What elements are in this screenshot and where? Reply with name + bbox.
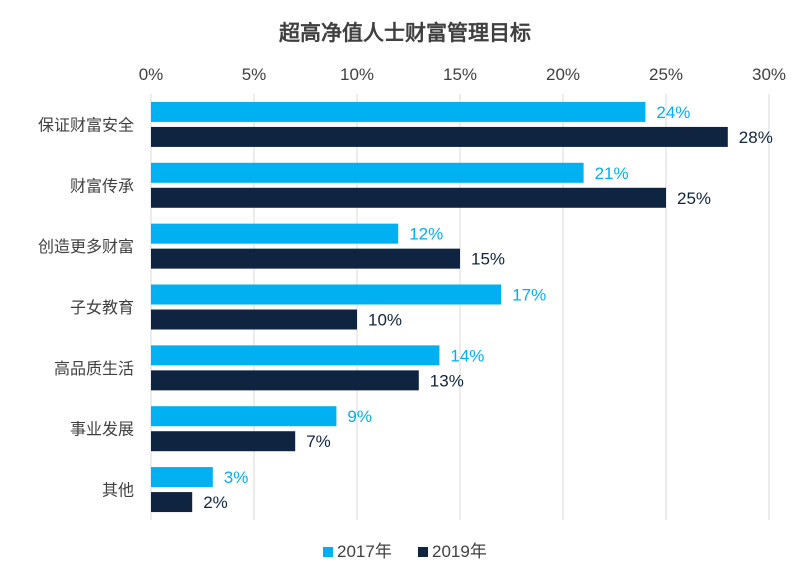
data-label: 2% [203, 493, 228, 512]
bar-series1 [151, 162, 584, 183]
category-label: 子女教育 [70, 298, 134, 317]
data-label: 10% [368, 311, 402, 330]
x-tick-label: 0% [139, 65, 164, 84]
data-labels: 24% 28% 21% 25% 12% 15% 17% 10% 14% 13% 9% 7% 3% 2% [203, 103, 773, 512]
legend-label: 2019年 [432, 542, 487, 561]
category-label: 事业发展 [70, 420, 134, 439]
gridlines [150, 94, 770, 520]
chart-title: 超高净值人士财富管理目标 [279, 20, 531, 45]
bar-series2 [151, 126, 728, 147]
data-label: 17% [512, 286, 546, 305]
data-label: 25% [677, 189, 711, 208]
data-label: 9% [347, 407, 372, 426]
data-label: 14% [450, 346, 484, 365]
x-tick-label: 20% [546, 65, 580, 84]
data-label: 13% [430, 371, 464, 390]
bars [151, 101, 728, 513]
bar-series2 [151, 370, 419, 391]
bar-series1 [151, 284, 502, 305]
data-label: 7% [306, 432, 331, 451]
bar-series1 [151, 406, 337, 427]
bar-series1 [151, 345, 440, 366]
data-label: 3% [224, 468, 249, 487]
x-tick-label: 15% [443, 65, 477, 84]
legend-swatch [323, 547, 333, 557]
bar-series2 [151, 309, 357, 330]
data-label: 12% [409, 225, 443, 244]
x-tick-label: 5% [242, 65, 267, 84]
legend-swatch [418, 547, 428, 557]
category-label: 财富传承 [70, 176, 134, 195]
bar-series2 [151, 431, 296, 452]
bar-series1 [151, 101, 646, 122]
bar-series2 [151, 187, 666, 208]
legend-label: 2017年 [337, 542, 392, 561]
x-tick-label: 30% [752, 65, 786, 84]
x-tick-label: 25% [649, 65, 683, 84]
bar-series1 [151, 467, 213, 488]
bar-series2 [151, 248, 460, 269]
data-label: 24% [656, 103, 690, 122]
category-label: 高品质生活 [54, 359, 134, 378]
data-label: 28% [739, 128, 773, 147]
category-label: 保证财富安全 [38, 115, 134, 134]
bar-series2 [151, 492, 193, 513]
data-label: 21% [595, 164, 629, 183]
bar-series1 [151, 223, 399, 244]
category-label: 其他 [102, 481, 134, 500]
x-axis-tick-labels: 0% 5% 10% 15% 20% 25% 30% [139, 65, 786, 84]
data-label: 15% [471, 250, 505, 269]
legend: 2017年 2019年 [323, 542, 487, 561]
category-label: 创造更多财富 [38, 237, 134, 256]
x-tick-label: 10% [340, 65, 374, 84]
